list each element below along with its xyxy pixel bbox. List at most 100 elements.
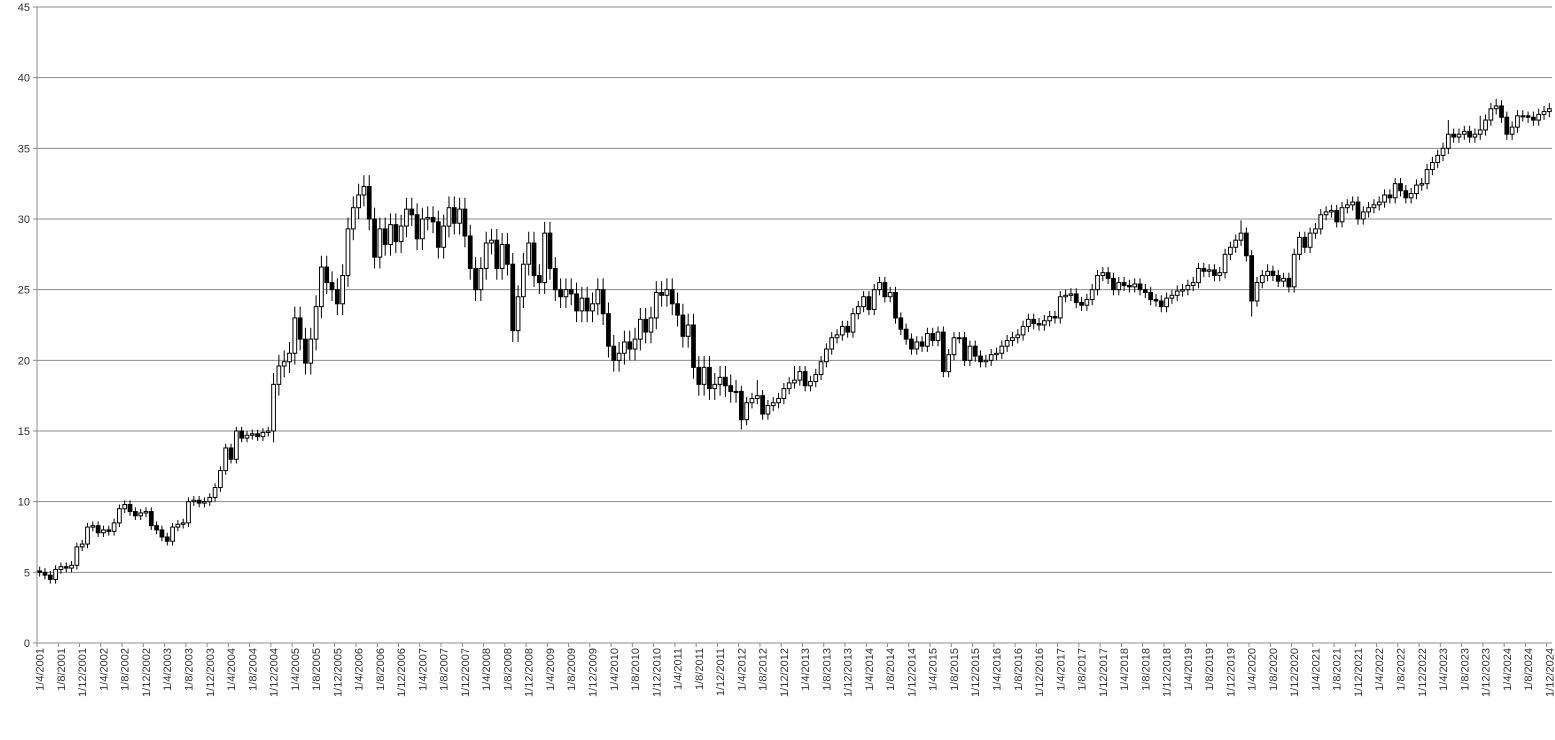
x-tick-label: 1/4/2013: [800, 648, 812, 691]
candle-body: [792, 379, 797, 384]
candle-body: [1350, 201, 1356, 206]
candle-body: [340, 275, 346, 305]
x-tick-label: 1/12/2002: [141, 648, 153, 697]
candle-body: [680, 314, 686, 337]
candle-body: [909, 338, 914, 350]
candle-body: [988, 354, 994, 361]
y-tick-label: 30: [18, 214, 30, 226]
candle-body: [1541, 111, 1547, 115]
candle-body: [563, 289, 569, 298]
candle-body: [1047, 316, 1053, 322]
candle-body: [669, 289, 675, 305]
candle-body: [1036, 323, 1042, 326]
candle-body: [398, 225, 404, 243]
candle-body: [1472, 133, 1478, 138]
candle-body: [1371, 204, 1377, 209]
candle-body: [260, 431, 266, 438]
candle-body: [111, 522, 117, 532]
candle-body: [898, 317, 904, 330]
candle-body: [1148, 291, 1154, 301]
y-tick-label: 5: [24, 567, 30, 579]
candle-body: [462, 208, 468, 237]
x-tick-label: 1/4/2008: [481, 648, 493, 691]
candle-body: [600, 289, 606, 315]
x-tick-label: 1/4/2004: [226, 648, 238, 691]
candle-body: [483, 242, 489, 269]
candle-body: [664, 289, 670, 296]
candle-body: [499, 243, 505, 269]
x-tick-label: 1/4/2003: [162, 648, 174, 691]
x-tick-label: 1/12/2003: [205, 648, 217, 697]
candle-body: [627, 341, 633, 350]
candle-body: [760, 395, 765, 415]
x-tick-label: 1/4/2005: [290, 648, 302, 691]
candle-body: [1073, 293, 1079, 303]
candle-body: [1196, 267, 1201, 284]
x-tick-label: 1/12/2018: [1162, 648, 1174, 697]
candle-body: [79, 543, 85, 548]
x-tick-label: 1/8/2010: [630, 648, 642, 691]
y-tick-label: 15: [18, 426, 30, 438]
candle-body: [797, 371, 803, 381]
candle-body: [887, 291, 893, 298]
candle-body: [606, 313, 611, 347]
candle-body: [170, 526, 175, 542]
candle-body: [489, 239, 494, 244]
candle-body: [723, 376, 728, 387]
candle-body: [1430, 161, 1435, 171]
x-tick-label: 1/12/2019: [1225, 648, 1237, 697]
x-tick-label: 1/8/2016: [1013, 648, 1025, 691]
candle-body: [940, 331, 946, 373]
x-tick-label: 1/4/2014: [864, 648, 876, 691]
x-tick-label: 1/8/2017: [1077, 648, 1089, 691]
candle-body: [1493, 105, 1499, 110]
candle-body: [233, 430, 239, 460]
candle-body: [1419, 183, 1425, 186]
candle-body: [324, 266, 330, 284]
candle-body: [143, 511, 149, 514]
candle-body: [356, 194, 361, 209]
candle-body: [643, 318, 649, 333]
candle-body: [404, 208, 409, 227]
candle-body: [978, 355, 983, 363]
candle-body: [345, 228, 351, 277]
x-tick-label: 1/12/2013: [843, 648, 855, 697]
candle-body: [999, 345, 1005, 354]
candle-body: [138, 512, 144, 517]
candle-body: [1089, 289, 1095, 301]
x-tick-label: 1/4/2002: [98, 648, 110, 691]
candle-body: [409, 208, 415, 216]
x-tick-label: 1/12/2007: [460, 648, 472, 697]
candle-body: [1318, 214, 1324, 230]
candle-body: [1270, 270, 1276, 277]
candle-body: [595, 289, 601, 305]
x-tick-label: 1/12/2022: [1417, 648, 1429, 697]
candle-body: [1456, 133, 1462, 138]
candle-body: [154, 525, 159, 531]
x-tick-label: 1/8/2024: [1523, 648, 1535, 691]
candle-body: [839, 325, 845, 336]
candle-body: [983, 359, 989, 363]
candle-body: [1281, 277, 1286, 282]
candle-body: [196, 499, 202, 504]
y-tick-label: 20: [18, 355, 30, 367]
candle-body: [781, 388, 787, 399]
x-tick-label: 1/8/2013: [821, 648, 833, 691]
candle-body: [1142, 289, 1148, 293]
candle-body: [1068, 293, 1074, 296]
candle-body: [616, 352, 622, 361]
candle-body: [287, 352, 292, 363]
x-tick-label: 1/8/2006: [375, 648, 387, 691]
candle-body: [308, 338, 314, 364]
x-tick-label: 1/4/2001: [35, 648, 47, 691]
candle-body: [95, 525, 101, 534]
candle-body: [1079, 301, 1084, 306]
y-tick-label: 10: [18, 497, 30, 509]
candle-body: [180, 522, 186, 525]
candle-body: [1095, 275, 1100, 291]
candle-body: [106, 529, 112, 532]
candle-body: [1483, 119, 1488, 131]
candle-body: [994, 352, 999, 356]
x-tick-label: 1/8/2021: [1332, 648, 1344, 691]
x-tick-label: 1/8/2011: [694, 648, 706, 690]
